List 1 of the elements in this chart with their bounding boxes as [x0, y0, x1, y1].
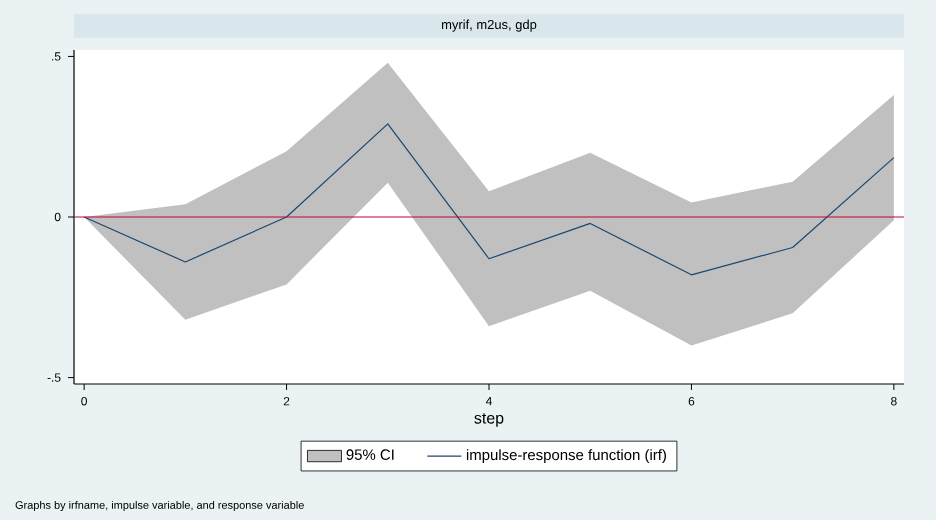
line-series	[83, 123, 895, 276]
